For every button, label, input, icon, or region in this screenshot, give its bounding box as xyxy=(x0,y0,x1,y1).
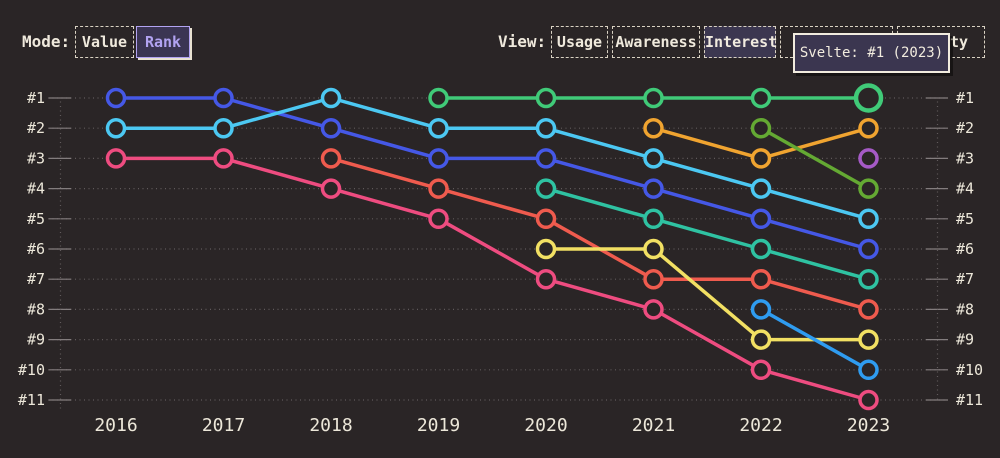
series-line-cyan xyxy=(114,96,871,221)
rank-label-left: #7 xyxy=(27,270,45,288)
rank-label-left: #6 xyxy=(27,240,45,258)
point-cyan-2018[interactable] xyxy=(320,87,342,109)
point-yellow-2020[interactable] xyxy=(535,238,557,260)
point-coral-2023[interactable] xyxy=(858,299,879,320)
point-purple-2023[interactable] xyxy=(858,148,879,169)
year-label: 2017 xyxy=(202,415,245,436)
point-pink-2016[interactable] xyxy=(105,148,127,169)
series-line-grass xyxy=(759,126,871,191)
mode-rank-button[interactable]: Rank xyxy=(136,26,190,58)
view-interest-button[interactable]: Interest xyxy=(704,26,777,58)
rank-label-right: #5 xyxy=(956,210,974,228)
point-teal-2023[interactable] xyxy=(858,268,879,290)
series-line-dodger xyxy=(759,307,871,372)
point-teal-2022[interactable] xyxy=(750,238,772,260)
rank-label-left: #11 xyxy=(18,391,45,409)
series-line-pink xyxy=(114,156,871,402)
view-usage-button[interactable]: Usage xyxy=(551,26,608,58)
point-blue-2022[interactable] xyxy=(750,208,772,230)
rank-label-left: #10 xyxy=(18,361,45,379)
point-cyan-2022[interactable] xyxy=(750,178,772,199)
point-blue-2018[interactable] xyxy=(320,117,342,139)
point-pink-2018[interactable] xyxy=(320,178,342,199)
point-blue-2020[interactable] xyxy=(535,148,557,169)
point-cyan-2023[interactable] xyxy=(858,208,879,230)
point-coral-2021[interactable] xyxy=(643,268,664,290)
point-grass-2023[interactable] xyxy=(858,178,879,199)
year-label: 2018 xyxy=(309,415,352,436)
series-line-blue xyxy=(114,96,871,251)
rank-label-right: #7 xyxy=(956,270,974,288)
rank-label-right: #4 xyxy=(956,180,974,198)
point-coral-2018[interactable] xyxy=(320,148,342,169)
rank-label-left: #5 xyxy=(27,210,45,228)
point-grass-2022[interactable] xyxy=(750,117,772,139)
rank-label-right: #1 xyxy=(956,89,974,107)
year-label: 2019 xyxy=(417,415,460,436)
year-label: 2022 xyxy=(739,415,782,436)
point-svelte-2023[interactable] xyxy=(853,83,884,113)
rank-label-left: #3 xyxy=(27,149,45,167)
mode-value-button[interactable]: Value xyxy=(75,26,134,58)
rank-label-left: #4 xyxy=(27,180,45,198)
series-line-teal xyxy=(544,186,871,281)
point-pink-2023[interactable] xyxy=(858,389,879,411)
rank-label-right: #6 xyxy=(956,240,974,258)
chart-tooltip: Svelte: #1 (2023) xyxy=(793,33,950,73)
point-coral-2019[interactable] xyxy=(428,178,449,199)
point-cyan-2016[interactable] xyxy=(105,117,127,139)
point-yellow-2023[interactable] xyxy=(858,329,879,350)
rank-label-right: #3 xyxy=(956,149,974,167)
point-yellow-2021[interactable] xyxy=(643,238,664,260)
rank-label-left: #2 xyxy=(27,119,45,137)
point-amber-2022[interactable] xyxy=(750,148,772,169)
point-blue-2019[interactable] xyxy=(428,148,449,169)
point-pink-2019[interactable] xyxy=(428,208,449,230)
point-coral-2022[interactable] xyxy=(750,268,772,290)
point-cyan-2017[interactable] xyxy=(213,117,234,139)
view-awareness-button[interactable]: Awareness xyxy=(612,26,700,58)
rank-label-right: #9 xyxy=(956,331,974,349)
point-teal-2020[interactable] xyxy=(535,178,557,199)
year-label: 2023 xyxy=(847,415,890,436)
year-label: 2021 xyxy=(632,415,675,436)
point-dodger-2022[interactable] xyxy=(750,299,772,320)
rank-label-right: #11 xyxy=(956,391,983,409)
series-line-coral xyxy=(329,156,871,312)
year-label: 2020 xyxy=(524,415,567,436)
rank-label-right: #2 xyxy=(956,119,974,137)
rank-label-left: #9 xyxy=(27,331,45,349)
rank-label-left: #1 xyxy=(27,89,45,107)
point-svelte-2019[interactable] xyxy=(428,87,449,109)
year-label: 2016 xyxy=(94,415,137,436)
point-amber-2021[interactable] xyxy=(643,117,664,139)
point-pink-2021[interactable] xyxy=(643,299,664,320)
point-svelte-2021[interactable] xyxy=(643,87,664,109)
view-label: View: xyxy=(498,32,547,51)
point-blue-2023[interactable] xyxy=(858,238,879,260)
point-yellow-2022[interactable] xyxy=(750,329,772,350)
point-dodger-2023[interactable] xyxy=(858,359,879,381)
rank-label-left: #8 xyxy=(27,300,45,318)
mode-label: Mode: xyxy=(22,32,71,51)
point-blue-2017[interactable] xyxy=(213,87,234,109)
point-svelte-2022[interactable] xyxy=(750,87,772,109)
point-pink-2022[interactable] xyxy=(750,359,772,381)
point-cyan-2021[interactable] xyxy=(643,148,664,169)
point-teal-2021[interactable] xyxy=(643,208,664,230)
point-cyan-2020[interactable] xyxy=(535,117,557,139)
point-coral-2020[interactable] xyxy=(535,208,557,230)
point-blue-2021[interactable] xyxy=(643,178,664,199)
point-pink-2020[interactable] xyxy=(535,268,557,290)
point-amber-2023[interactable] xyxy=(858,117,879,139)
point-cyan-2019[interactable] xyxy=(428,117,449,139)
point-blue-2016[interactable] xyxy=(105,87,127,109)
point-svelte-2020[interactable] xyxy=(535,87,557,109)
rank-label-right: #8 xyxy=(956,300,974,318)
point-pink-2017[interactable] xyxy=(213,148,234,169)
rank-label-right: #10 xyxy=(956,361,983,379)
